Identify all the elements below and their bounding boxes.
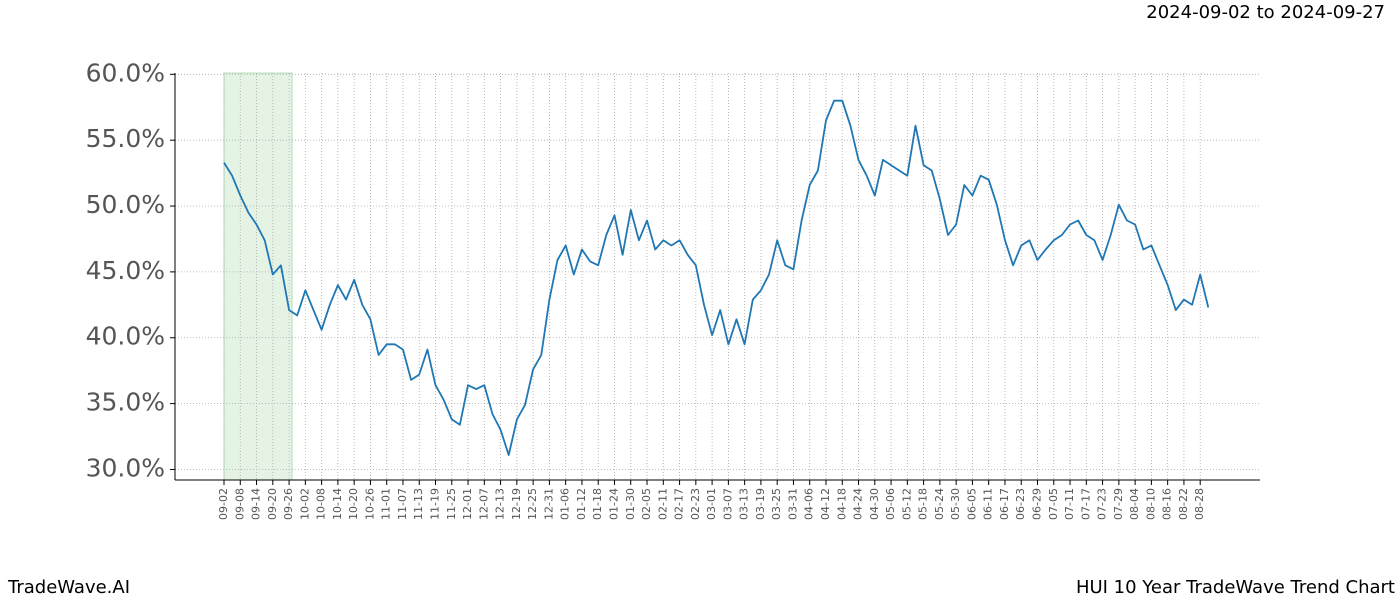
x-tick-label: 05-24 [933, 488, 946, 520]
trend-line [223, 99, 1210, 456]
x-tick-label: 05-18 [917, 488, 930, 520]
y-tick-label: 40.0% [86, 322, 165, 351]
x-tick-label: 08-10 [1144, 488, 1157, 520]
x-tick-label: 08-16 [1161, 488, 1174, 520]
x-tick-label: 08-04 [1128, 488, 1141, 520]
x-tick-label: 02-17 [673, 488, 686, 520]
x-tick-label: 02-11 [656, 488, 669, 520]
x-tick-label: 05-06 [884, 488, 897, 520]
x-tick-label: 12-13 [494, 488, 507, 520]
x-tick-label: 07-05 [1047, 488, 1060, 520]
y-tick-label: 30.0% [86, 453, 165, 482]
y-tick-label: 60.0% [86, 58, 165, 87]
x-tick-label: 03-01 [705, 488, 718, 520]
x-tick-label: 01-24 [607, 488, 620, 520]
x-tick-label: 01-18 [591, 488, 604, 520]
y-tick-label: 55.0% [86, 124, 165, 153]
x-tick-label: 11-07 [396, 488, 409, 520]
x-tick-label: 09-20 [266, 488, 279, 520]
x-tick-label: 07-11 [1063, 488, 1076, 520]
x-tick-label: 07-23 [1096, 488, 1109, 520]
x-tick-label: 12-19 [510, 488, 523, 520]
x-tick-label: 08-22 [1177, 488, 1190, 520]
chart-name: HUI 10 Year TradeWave Trend Chart [1076, 577, 1395, 598]
y-tick-label: 50.0% [86, 190, 165, 219]
x-tick-label: 04-30 [868, 488, 881, 520]
x-tick-label: 05-12 [900, 488, 913, 520]
x-tick-label: 09-08 [233, 488, 246, 520]
x-tick-label: 07-17 [1079, 488, 1092, 520]
x-tick-label: 03-13 [738, 488, 751, 520]
x-tick-label: 11-13 [412, 488, 425, 520]
x-tick-label: 10-08 [315, 488, 328, 520]
x-tick-label: 09-26 [282, 488, 295, 520]
x-tick-label: 11-19 [429, 488, 442, 520]
x-tick-label: 04-18 [835, 488, 848, 520]
x-tick-label: 02-05 [640, 488, 653, 520]
x-tick-label: 06-17 [998, 488, 1011, 520]
x-tick-label: 10-14 [331, 488, 344, 520]
x-tick-label: 04-24 [852, 488, 865, 520]
x-tick-label: 06-05 [965, 488, 978, 520]
x-tick-label: 12-31 [542, 488, 555, 520]
brand: TradeWave.AI [7, 577, 130, 598]
x-tick-label: 08-28 [1193, 488, 1206, 520]
x-tick-label: 11-01 [380, 488, 393, 520]
x-tick-label: 06-23 [1014, 488, 1027, 520]
y-tick-label: 45.0% [86, 256, 165, 285]
x-tick-label: 10-26 [363, 488, 376, 520]
x-tick-label: 09-14 [250, 488, 263, 520]
date-range: 2024-09-02 to 2024-09-27 [1146, 2, 1385, 23]
x-tick-label: 03-25 [770, 488, 783, 520]
x-tick-label: 03-19 [754, 488, 767, 520]
x-tick-label: 06-11 [982, 488, 995, 520]
x-tick-label: 03-31 [786, 488, 799, 520]
x-tick-label: 04-06 [803, 488, 816, 520]
x-tick-label: 02-23 [689, 488, 702, 520]
x-tick-label: 04-12 [819, 488, 832, 520]
highlight-span [223, 72, 293, 481]
x-tick-label: 10-20 [347, 488, 360, 520]
x-tick-label: 01-06 [559, 488, 572, 520]
x-tick-label: 10-02 [298, 488, 311, 520]
x-tick-label: 12-01 [461, 488, 474, 520]
x-tick-label: 12-25 [526, 488, 539, 520]
x-tick-label: 03-07 [721, 488, 734, 520]
x-tick-label: 09-02 [217, 488, 230, 520]
x-tick-label: 01-30 [624, 488, 637, 520]
x-tick-label: 07-29 [1112, 488, 1125, 520]
x-tick-label: 12-07 [477, 488, 490, 520]
x-tick-label: 01-12 [575, 488, 588, 520]
x-tick-label: 11-25 [445, 488, 458, 520]
y-tick-label: 35.0% [86, 388, 165, 417]
x-tick-label: 06-29 [1031, 488, 1044, 520]
x-tick-label: 05-30 [949, 488, 962, 520]
